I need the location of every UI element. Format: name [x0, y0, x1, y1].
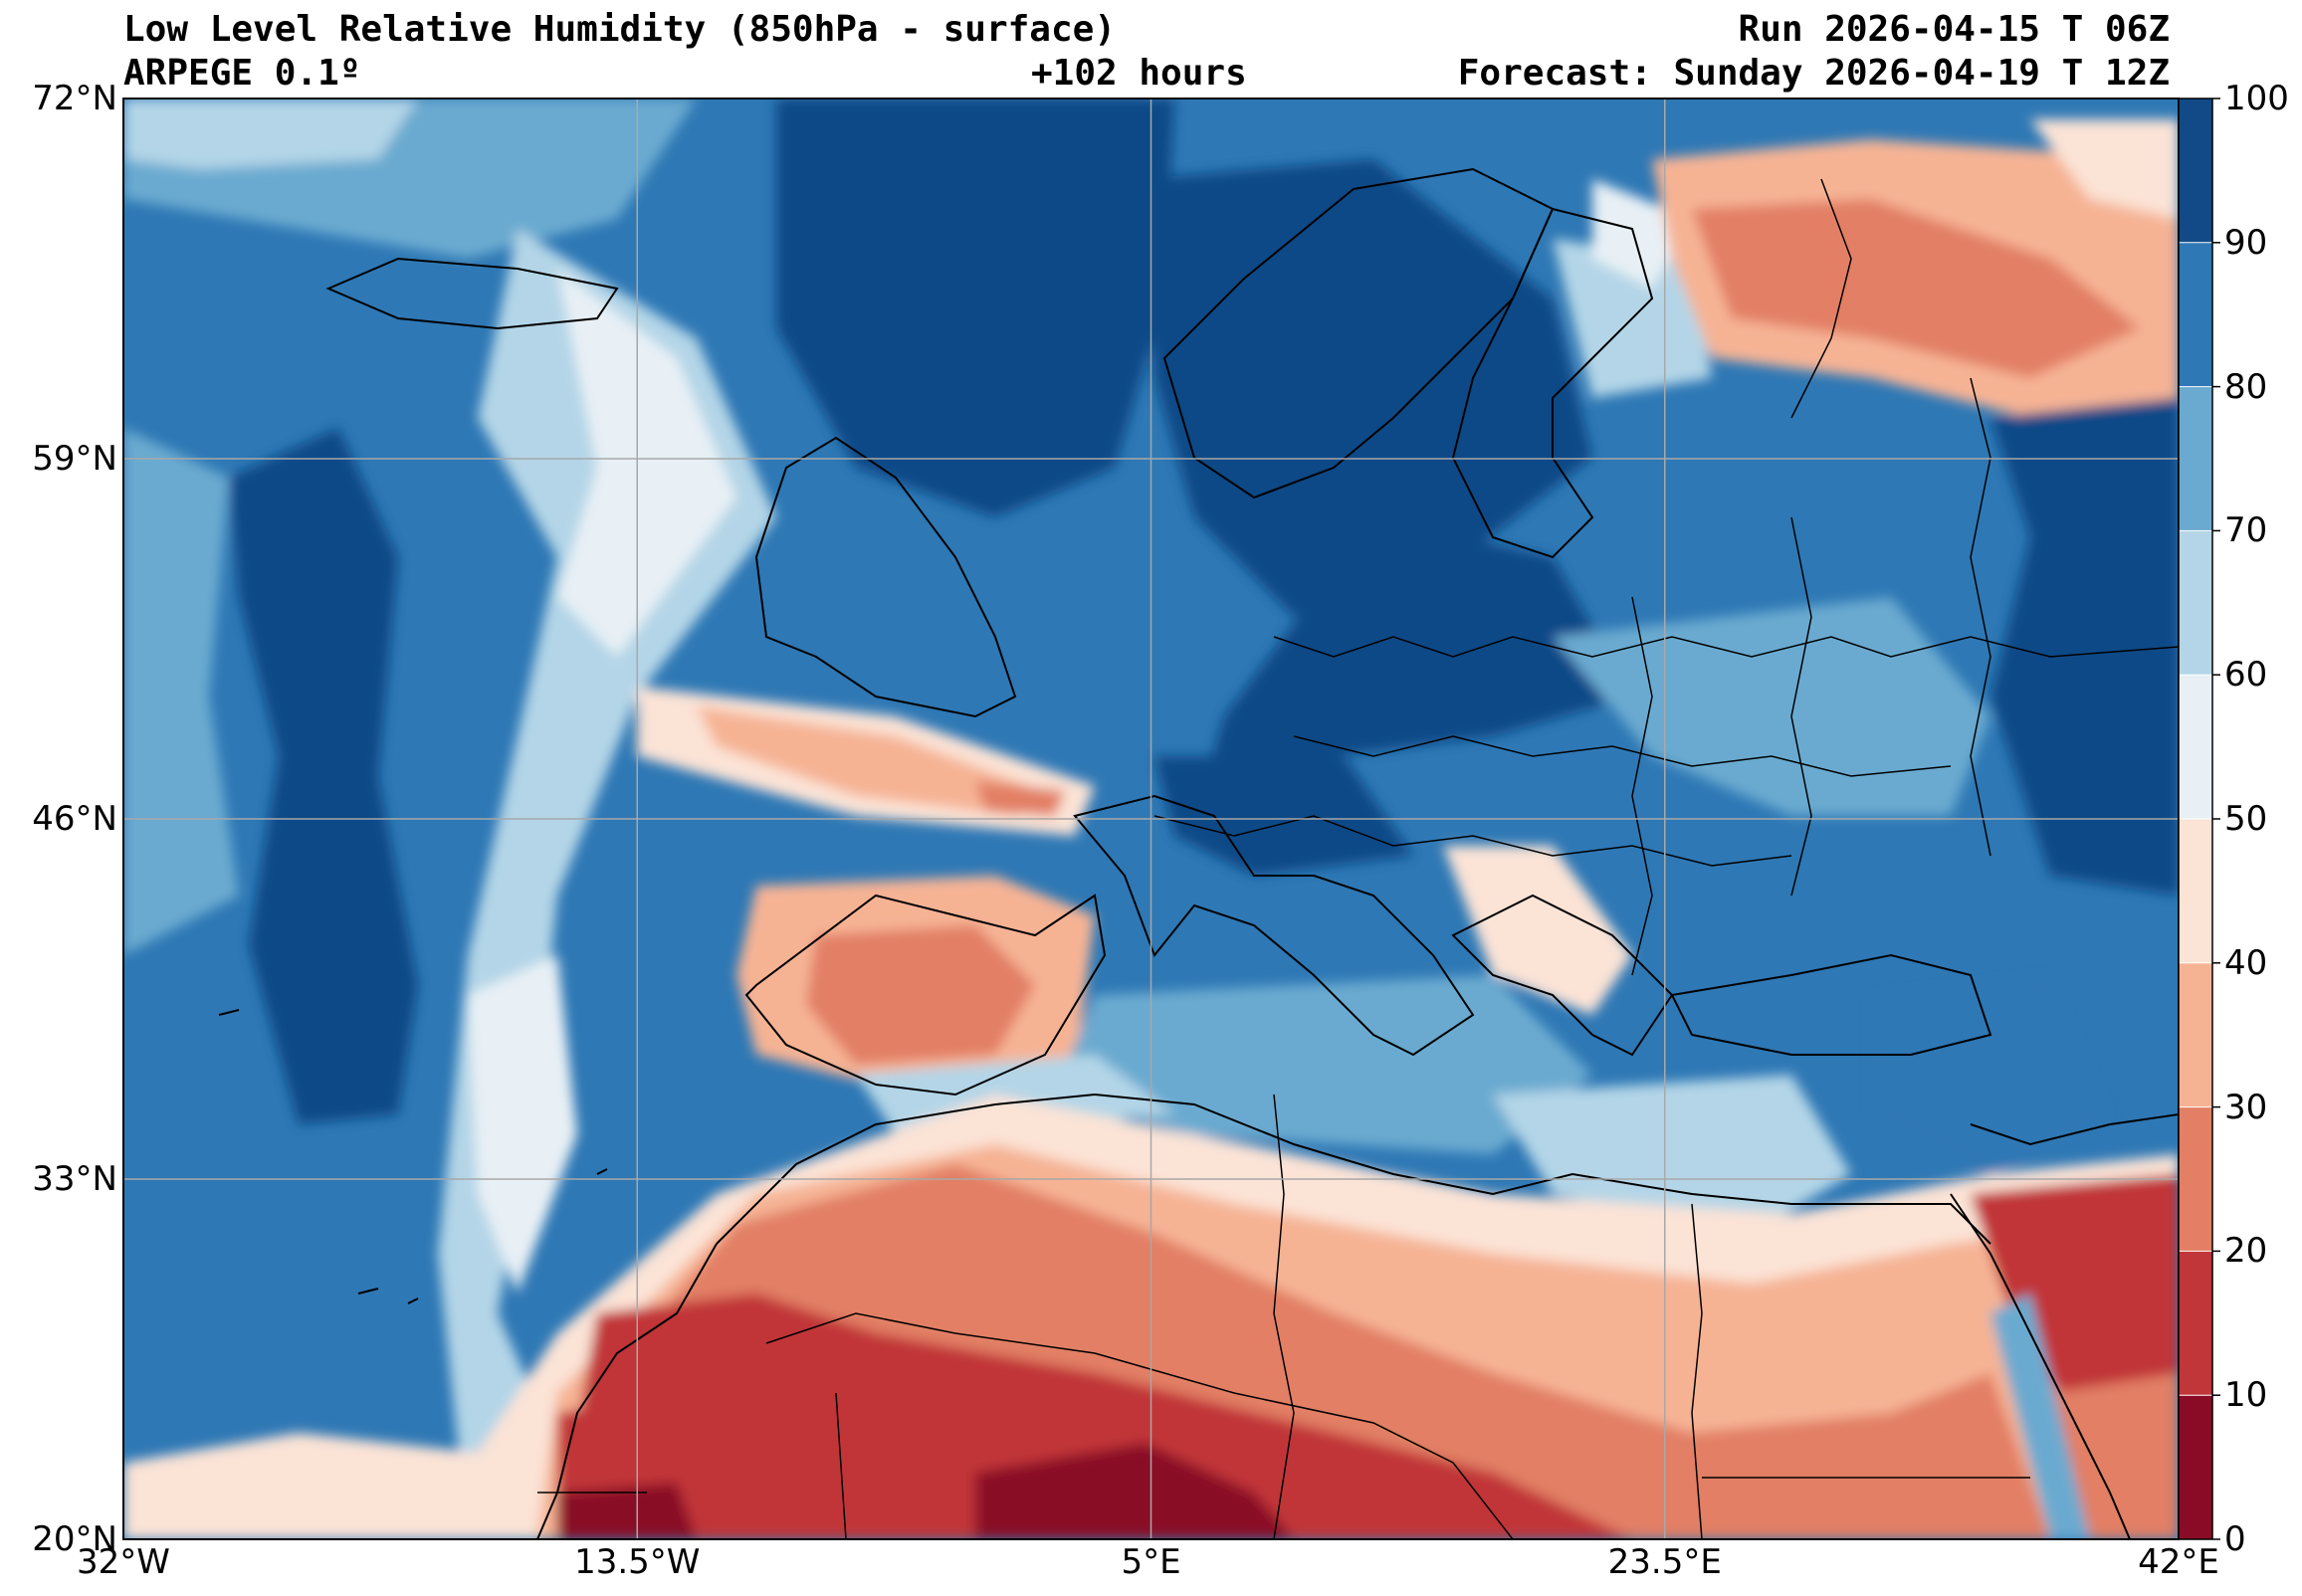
model-name: ARPEGE 0.1º [123, 53, 361, 94]
colorbar-tick-label: 90 [2224, 222, 2268, 263]
colorbar-tick-label: 60 [2224, 655, 2268, 696]
lat-tick-label: 46°N [32, 799, 117, 839]
colorbar-tick-label: 70 [2224, 510, 2268, 551]
colorbar-segment [2179, 962, 2212, 1107]
lat-tick-label: 33°N [32, 1159, 117, 1199]
colorbar-tick-label: 20 [2224, 1231, 2268, 1272]
forecast-hour: +102 hours [1031, 53, 1247, 94]
lon-tick-label: 32°W [77, 1542, 170, 1582]
colorbar-segment [2179, 530, 2212, 676]
colorbar-tick-label: 30 [2224, 1087, 2268, 1127]
lon-tick-label: 42°E [2138, 1542, 2219, 1582]
colorbar-segment [2179, 819, 2212, 963]
lon-tick-label: 5°E [1121, 1542, 1181, 1582]
lat-tick-label: 20°N [32, 1519, 117, 1559]
valid-time: Forecast: Sunday 2026-04-19 T 12Z [1457, 53, 2170, 94]
coastlines [218, 167, 2179, 1539]
lat-tick-label: 59°N [32, 439, 117, 479]
colorbar-tick-label: 50 [2224, 799, 2268, 839]
colorbar-segment [2179, 1395, 2212, 1539]
colorbar-segment [2179, 675, 2212, 819]
map-title: Low Level Relative Humidity (850hPa - su… [123, 9, 1116, 50]
colorbar-segment [2179, 1106, 2212, 1252]
gridlines [123, 99, 2179, 1539]
colorbar-tick-label: 40 [2224, 942, 2268, 983]
lat-tick-label: 72°N [32, 79, 117, 118]
colorbar-tick-label: 80 [2224, 366, 2268, 407]
colorbar-segment [2179, 242, 2212, 387]
lon-tick-label: 23.5°E [1607, 1542, 1722, 1582]
colorbar-tick-label: 10 [2224, 1375, 2268, 1416]
country-borders [537, 178, 2179, 1539]
colorbar-segment [2179, 386, 2212, 531]
run-time: Run 2026-04-15 T 06Z [1738, 9, 2170, 50]
colorbar-segment [2179, 99, 2212, 243]
colorbar-segment [2179, 1251, 2212, 1396]
lon-tick-label: 13.5°W [574, 1542, 701, 1582]
colorbar-tick-label: 0 [2224, 1519, 2246, 1559]
colorbar-tick-label: 100 [2224, 79, 2289, 118]
colorbar [2178, 98, 2220, 1540]
